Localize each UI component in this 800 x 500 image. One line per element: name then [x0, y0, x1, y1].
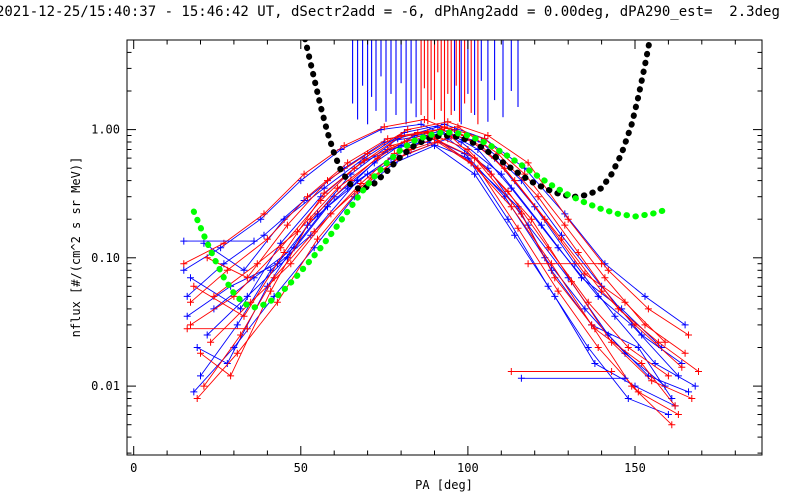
axes-layer: 0 50 100 150 1.00 0.10 0.01	[91, 39, 763, 475]
series-line	[186, 135, 666, 387]
x-tick-label: 150	[624, 461, 646, 475]
series-markers	[207, 133, 696, 402]
plot-frame	[126, 39, 763, 456]
series-markers	[507, 368, 616, 375]
y-tick-label: 0.10	[91, 251, 120, 265]
chart-title: 2021-12-25/15:40:37 - 15:46:42 UT, dSect…	[0, 4, 780, 20]
series-markers	[180, 120, 666, 351]
series-line	[206, 138, 689, 393]
series-markers	[203, 118, 692, 339]
series-markers	[197, 132, 676, 429]
offscale-spikes-layer	[352, 40, 519, 127]
y-tick-label: 1.00	[91, 123, 120, 137]
series-markers	[210, 123, 702, 375]
series-line	[186, 126, 679, 377]
series-markers	[187, 129, 672, 380]
black-dashed-fit-curve	[302, 40, 653, 200]
series-markers	[524, 260, 606, 268]
series-line	[206, 121, 689, 336]
series-line	[190, 132, 683, 364]
x-tick-label: 0	[130, 461, 137, 475]
series-markers	[183, 132, 669, 390]
x-tick-label: 100	[457, 461, 479, 475]
x-tick-label: 50	[294, 461, 308, 475]
fit-curves-layer	[190, 40, 672, 311]
series-markers	[180, 237, 258, 245]
series-line	[203, 138, 676, 407]
series-markers	[190, 123, 689, 357]
y-axis-label: nflux [#/(cm^2 s sr MeV)]	[69, 157, 83, 338]
series-markers	[183, 325, 251, 333]
series-markers	[180, 116, 669, 346]
green-dashed-fit-curve	[190, 129, 672, 311]
data-series-layer	[180, 116, 702, 429]
x-axis-label: PA [deg]	[415, 478, 473, 492]
y-tick-label: 0.01	[91, 379, 120, 393]
series-markers	[517, 374, 629, 382]
